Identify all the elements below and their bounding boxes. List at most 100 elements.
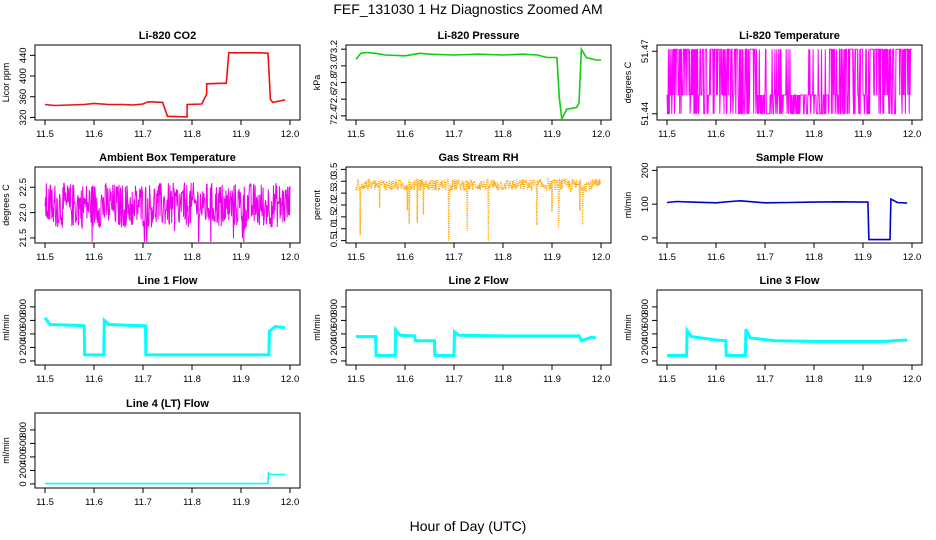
chart-title: Gas Stream RH <box>438 152 518 164</box>
x-tick-label: 11.5 <box>36 129 54 140</box>
x-tick-label: 11.9 <box>232 252 250 263</box>
plot-frame <box>656 289 923 366</box>
y-tick-label: 360 <box>18 89 29 105</box>
x-tick-label: 11.5 <box>36 252 54 263</box>
y-tick-label: 73.0 <box>329 57 340 76</box>
data-group <box>43 316 286 357</box>
x-tick-label: 12.0 <box>592 374 611 385</box>
chart-panel: Ambient Box Temperature degrees C 11.5 11.6… <box>1 152 301 263</box>
y-tick-label: 2.5 <box>329 187 340 200</box>
y-axis-label: ml/min <box>1 314 11 341</box>
y-axis-label: kPa <box>312 75 322 91</box>
x-tick-label: 11.8 <box>805 252 823 263</box>
x-tick-label: 11.6 <box>707 252 725 263</box>
y-tick-label: 0 <box>329 358 340 363</box>
y-tick-label: 800 <box>329 299 340 315</box>
chart-panel: Sample Flow ml/min 11.5 11.6 11.7 11.8 11.9 12.… <box>623 152 923 263</box>
chart-panel: Line 3 Flow ml/min 11.5 11.6 11.7 11.8 11.9 12.… <box>623 275 923 385</box>
chart-panel: Gas Stream RH percent 11.5 11.6 11.7 11.8 11.9… <box>312 152 612 263</box>
chart-title: Ambient Box Temperature <box>99 152 236 164</box>
x-tick-label: 11.7 <box>756 252 774 263</box>
y-tick-label: 1.0 <box>329 222 340 235</box>
x-tick-label: 11.9 <box>232 497 250 508</box>
x-tick-label: 11.6 <box>85 497 103 508</box>
plot-frame <box>34 412 301 489</box>
y-tick-label: 3.5 <box>329 163 340 176</box>
series-line <box>667 325 908 357</box>
x-tick-label: 11.5 <box>658 252 676 263</box>
y-tick-label: 0 <box>640 358 651 363</box>
x-tick-label: 11.8 <box>494 129 512 140</box>
series-line <box>45 471 286 485</box>
x-tick-label: 11.9 <box>543 129 561 140</box>
x-tick-label: 11.6 <box>396 374 414 385</box>
plot-frame <box>656 44 923 121</box>
x-tick-label: 11.8 <box>494 374 512 385</box>
chart-panel: Li-820 CO2 Licor ppm 11.5 11.6 11.7 11.8 11.9 1… <box>1 30 301 140</box>
y-tick-label: 200 <box>640 162 651 178</box>
series-line <box>666 197 908 241</box>
chart-panel: Li-820 Pressure kPa 11.5 11.6 11.7 11.8 11.9 12… <box>312 30 612 140</box>
series-trace <box>666 48 912 115</box>
y-axis-label: degrees C <box>1 184 11 226</box>
y-tick-label: 800 <box>640 299 651 315</box>
y-tick-label: 400 <box>18 68 29 84</box>
x-tick-label: 11.8 <box>183 129 201 140</box>
y-tick-label: 1.5 <box>329 210 340 223</box>
series-line <box>356 325 597 357</box>
y-tick-label: 0 <box>18 358 29 363</box>
y-axis-label: ml/min <box>312 314 322 341</box>
y-tick-label: 400 <box>18 326 29 342</box>
plot-frame <box>656 166 923 244</box>
y-axis-label: percent <box>312 189 322 220</box>
y-tick-label: 2.0 <box>329 198 340 211</box>
data-group <box>666 197 908 241</box>
x-tick-label: 11.8 <box>805 374 823 385</box>
chart-panel: Line 1 Flow ml/min 11.5 11.6 11.7 11.8 11.9 12.… <box>1 275 301 385</box>
y-tick-label: 51.44 <box>640 102 651 126</box>
plot-frame <box>345 289 612 366</box>
y-tick-label: 600 <box>329 312 340 328</box>
chart-title: Sample Flow <box>756 152 824 164</box>
y-tick-label: 72.6 <box>329 90 340 109</box>
x-tick-label: 11.6 <box>707 129 725 140</box>
y-tick-label: 200 <box>18 340 29 356</box>
x-tick-label: 11.5 <box>36 374 54 385</box>
x-tick-label: 11.7 <box>134 252 152 263</box>
x-tick-label: 11.7 <box>445 252 463 263</box>
chart-title: Line 1 Flow <box>138 275 198 287</box>
chart-title: Line 4 (LT) Flow <box>126 398 209 410</box>
y-tick-label: 0.5 <box>329 234 340 247</box>
x-tick-label: 11.6 <box>707 374 725 385</box>
y-tick-label: 72.8 <box>329 73 340 92</box>
y-tick-label: 0 <box>640 235 651 240</box>
x-tick-label: 11.6 <box>85 129 103 140</box>
plot-frame <box>34 166 301 244</box>
y-tick-label: 100 <box>640 196 651 212</box>
x-tick-label: 11.8 <box>805 129 823 140</box>
series-line <box>355 46 601 119</box>
x-tick-label: 11.9 <box>232 374 250 385</box>
x-tick-label: 11.6 <box>85 252 103 263</box>
y-tick-label: 22.0 <box>18 203 29 222</box>
data-group <box>355 177 602 241</box>
y-tick-label: 51.47 <box>640 39 651 63</box>
x-tick-label: 11.7 <box>756 374 774 385</box>
chart-title: Line 2 Flow <box>449 275 509 287</box>
x-tick-label: 11.7 <box>134 129 152 140</box>
chart-panel: Line 2 Flow ml/min 11.5 11.6 11.7 11.8 11.9 12.… <box>312 275 612 385</box>
series-trace <box>355 177 602 241</box>
y-tick-label: 440 <box>18 47 29 63</box>
y-tick-label: 22.5 <box>18 178 29 197</box>
plot-frame <box>34 44 301 121</box>
x-tick-label: 12.0 <box>281 374 300 385</box>
data-group <box>667 325 908 357</box>
x-tick-label: 12.0 <box>903 374 922 385</box>
chart-panel: Li-820 Temperature degrees C 11.5 11.6 11.7 1… <box>623 30 923 140</box>
x-tick-label: 11.7 <box>445 374 463 385</box>
x-tick-label: 11.8 <box>183 252 201 263</box>
y-tick-label: 320 <box>18 109 29 125</box>
y-tick-label: 200 <box>329 340 340 356</box>
y-axis-label: degrees C <box>623 61 633 103</box>
y-tick-label: 0 <box>18 481 29 486</box>
